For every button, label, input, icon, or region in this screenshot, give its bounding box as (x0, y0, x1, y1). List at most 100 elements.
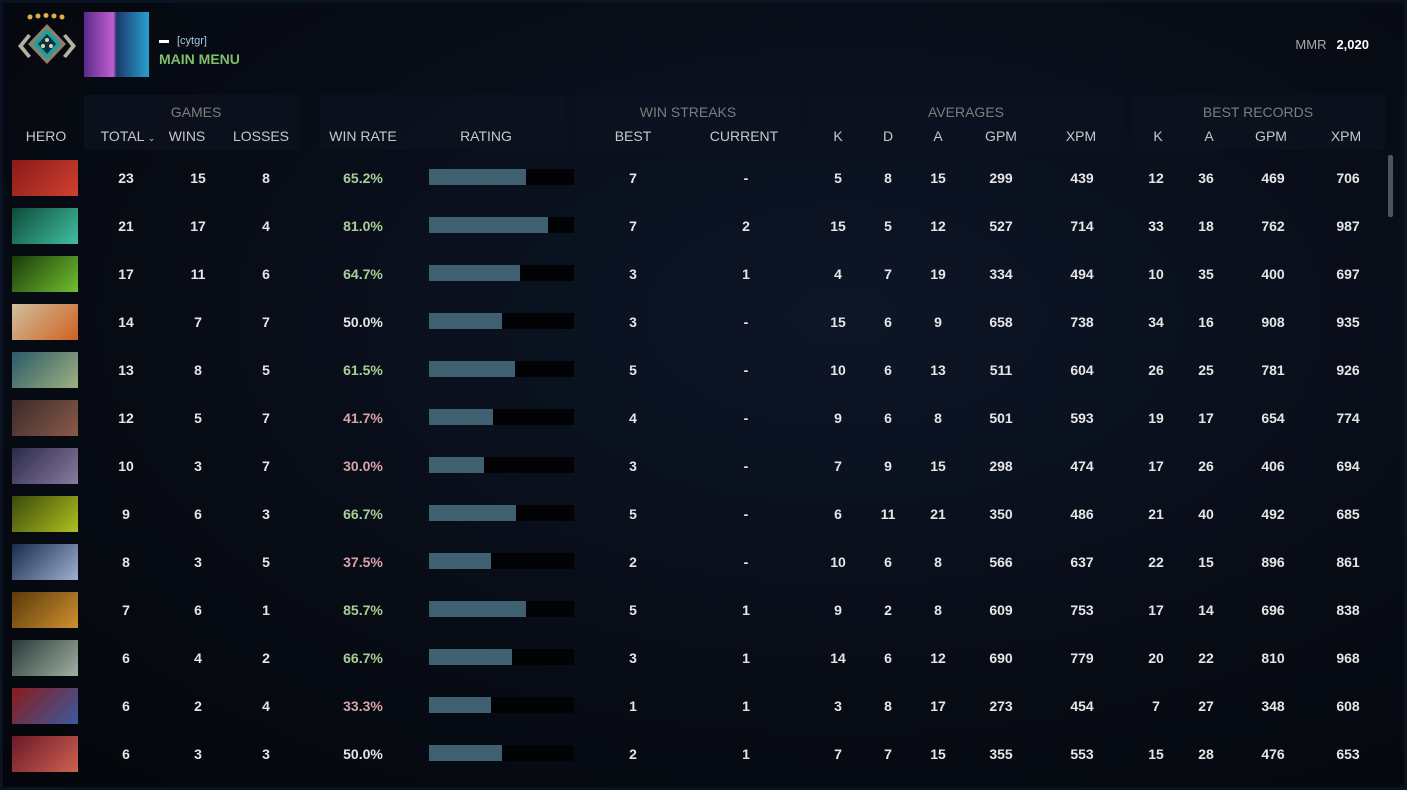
cell-bk: 26 (1148, 362, 1164, 378)
profile-avatar[interactable] (84, 12, 149, 77)
cell-a: 9 (934, 314, 942, 330)
cell-best: 3 (629, 650, 637, 666)
group-averages: AVERAGES (928, 104, 1004, 120)
hero-portrait[interactable] (12, 448, 78, 484)
mmr-label: MMR (1295, 37, 1327, 52)
cell-ba: 18 (1198, 218, 1214, 234)
col-total[interactable]: TOTAL ⌄ (101, 128, 156, 144)
cell-xpm: 553 (1070, 746, 1094, 762)
player-tag: [cytgr] (177, 35, 207, 47)
table-row[interactable]: 17 11 6 64.7% 3 1 4 7 19 334 494 10 35 400 697 (0, 249, 1385, 297)
cell-total: 17 (118, 266, 134, 282)
cell-bxpm: 838 (1336, 602, 1360, 618)
col-avg-a[interactable]: A (933, 128, 943, 144)
table-row[interactable]: 6 4 2 66.7% 3 1 14 6 12 690 779 20 22 810 968 (0, 633, 1385, 681)
cell-best: 3 (629, 266, 637, 282)
hero-portrait[interactable] (12, 640, 78, 676)
hero-portrait[interactable] (12, 208, 78, 244)
cell-current: 1 (742, 602, 750, 618)
cell-ba: 35 (1198, 266, 1214, 282)
cell-bgpm: 400 (1261, 266, 1285, 282)
cell-a: 8 (934, 410, 942, 426)
rating-bar (429, 601, 574, 617)
col-best-k[interactable]: K (1153, 128, 1163, 144)
cell-gpm: 511 (989, 362, 1013, 378)
cell-bk: 12 (1148, 170, 1164, 186)
table-row[interactable]: 9 6 3 66.7% 5 - 6 11 21 350 486 21 40 492 685 (0, 489, 1385, 537)
cell-xpm: 714 (1070, 218, 1094, 234)
cell-a: 15 (930, 746, 946, 762)
col-losses[interactable]: LOSSES (232, 128, 290, 144)
hero-portrait[interactable] (12, 352, 78, 388)
col-avg-gpm[interactable]: GPM (985, 128, 1017, 144)
hero-portrait[interactable] (12, 544, 78, 580)
cell-bk: 34 (1148, 314, 1164, 330)
cell-d: 7 (884, 266, 892, 282)
col-best-xpm[interactable]: XPM (1330, 128, 1362, 144)
cell-a: 12 (930, 650, 946, 666)
table-row[interactable]: 8 3 5 37.5% 2 - 10 6 8 566 637 22 15 896 861 (0, 537, 1385, 585)
cell-best: 2 (629, 746, 637, 762)
col-win-rate[interactable]: WIN RATE (329, 128, 397, 144)
hero-portrait[interactable] (12, 496, 78, 532)
hero-portrait[interactable] (12, 688, 78, 724)
cell-wins: 15 (190, 170, 206, 186)
cell-d: 6 (884, 554, 892, 570)
table-row[interactable]: 21 17 4 81.0% 7 2 15 5 12 527 714 33 18 762 987 (0, 201, 1385, 249)
cell-a: 12 (930, 218, 946, 234)
cell-bxpm: 935 (1336, 314, 1360, 330)
cell-current: - (743, 554, 749, 570)
hero-portrait[interactable] (12, 736, 78, 772)
cell-bgpm: 469 (1261, 170, 1285, 186)
cell-d: 8 (884, 170, 892, 186)
table-row[interactable]: 12 5 7 41.7% 4 - 9 6 8 501 593 19 17 654 774 (0, 393, 1385, 441)
col-avg-k[interactable]: K (833, 128, 843, 144)
hero-portrait[interactable] (12, 304, 78, 340)
col-hero[interactable]: HERO (25, 128, 67, 144)
cell-best: 5 (629, 602, 637, 618)
hero-portrait[interactable] (12, 256, 78, 292)
cell-d: 5 (884, 218, 892, 234)
rating-bar-fill (429, 745, 502, 761)
table-row[interactable]: 14 7 7 50.0% 3 - 15 6 9 658 738 34 16 908 935 (0, 297, 1385, 345)
cell-win-rate: 66.7% (343, 650, 383, 666)
table-row[interactable]: 23 15 8 65.2% 7 - 5 8 15 299 439 12 36 469 706 (0, 153, 1385, 201)
cell-k: 15 (830, 218, 846, 234)
col-rating[interactable]: RATING (460, 128, 512, 144)
cell-wins: 3 (194, 458, 202, 474)
col-avg-xpm[interactable]: XPM (1065, 128, 1097, 144)
cell-a: 21 (930, 506, 946, 522)
cell-losses: 7 (262, 458, 270, 474)
cell-gpm: 299 (989, 170, 1013, 186)
table-row[interactable]: 6 3 3 50.0% 2 1 7 7 15 355 553 15 28 476 653 (0, 729, 1385, 777)
cell-xpm: 593 (1070, 410, 1094, 426)
rate-header-panel (320, 95, 566, 150)
cell-win-rate: 85.7% (343, 602, 383, 618)
cell-gpm: 527 (989, 218, 1013, 234)
hero-portrait[interactable] (12, 160, 78, 196)
rating-bar (429, 649, 574, 665)
scrollbar[interactable] (1388, 155, 1393, 217)
table-row[interactable]: 6 2 4 33.3% 1 1 3 8 17 273 454 7 27 348 608 (0, 681, 1385, 729)
col-avg-d[interactable]: D (882, 128, 894, 144)
col-current-streak[interactable]: CURRENT (709, 128, 779, 144)
cell-losses: 2 (262, 650, 270, 666)
cell-losses: 3 (262, 746, 270, 762)
col-best-a[interactable]: A (1204, 128, 1214, 144)
cell-total: 9 (122, 506, 130, 522)
cell-gpm: 566 (989, 554, 1013, 570)
cell-total: 6 (122, 650, 130, 666)
cell-win-rate: 37.5% (343, 554, 383, 570)
hero-portrait[interactable] (12, 400, 78, 436)
col-best-streak[interactable]: BEST (614, 128, 652, 144)
cell-bxpm: 706 (1336, 170, 1360, 186)
hero-portrait[interactable] (12, 592, 78, 628)
table-row[interactable]: 10 3 7 30.0% 3 - 7 9 15 298 474 17 26 406 694 (0, 441, 1385, 489)
col-best-gpm[interactable]: GPM (1255, 128, 1287, 144)
table-row[interactable]: 7 6 1 85.7% 5 1 9 2 8 609 753 17 14 696 838 (0, 585, 1385, 633)
cell-a: 17 (930, 698, 946, 714)
rating-bar-fill (429, 505, 516, 521)
col-wins[interactable]: WINS (168, 128, 206, 144)
table-row[interactable]: 13 8 5 61.5% 5 - 10 6 13 511 604 26 25 781 926 (0, 345, 1385, 393)
cell-win-rate: 50.0% (343, 314, 383, 330)
